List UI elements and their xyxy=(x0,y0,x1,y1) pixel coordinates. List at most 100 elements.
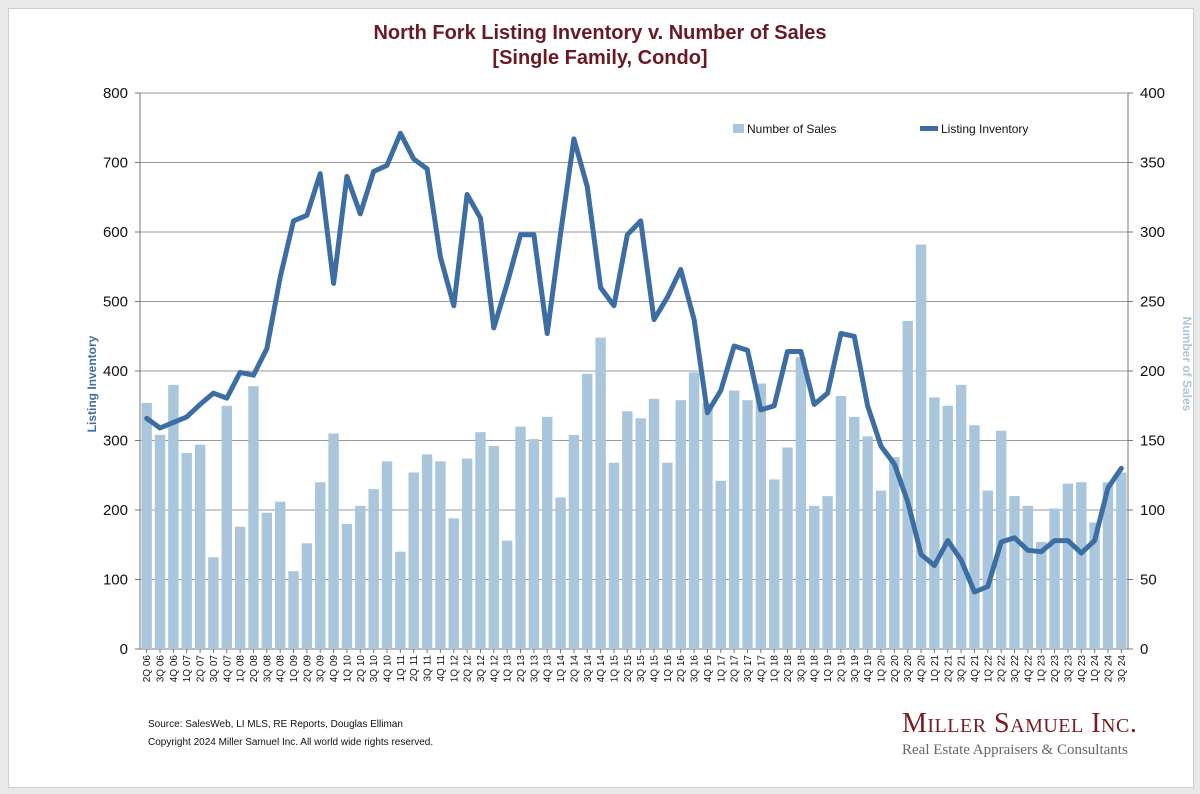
sales-bar xyxy=(501,540,513,649)
y-left-tick-label: 800 xyxy=(103,85,128,102)
x-tick-label: 4Q 09 xyxy=(329,655,340,683)
sales-bar xyxy=(395,551,406,649)
x-tick-label: 2Q 20 xyxy=(890,655,901,683)
y-right-tick-label: 0 xyxy=(1140,641,1148,658)
x-tick-label: 2Q 11 xyxy=(409,655,420,682)
x-tick-label: 1Q 18 xyxy=(770,655,781,683)
sales-bar xyxy=(822,496,833,649)
x-tick-label: 1Q 12 xyxy=(449,655,460,683)
x-tick-label: 4Q 10 xyxy=(383,655,394,683)
y-right-tick-label: 200 xyxy=(1140,363,1165,380)
y-left-tick-label: 200 xyxy=(103,502,128,519)
sales-bar xyxy=(835,396,847,649)
x-tick-label: 2Q 10 xyxy=(356,655,367,683)
sales-bar xyxy=(728,390,740,649)
sales-bar xyxy=(929,397,940,649)
x-tick-label: 2Q 15 xyxy=(623,655,634,683)
x-tick-label: 2Q 12 xyxy=(463,655,474,683)
x-tick-label: 1Q 14 xyxy=(556,655,567,683)
x-tick-label: 2Q 21 xyxy=(943,655,954,683)
sales-bar xyxy=(1089,522,1100,649)
sales-bar xyxy=(461,458,473,649)
x-tick-label: 1Q 19 xyxy=(823,655,834,683)
source-note: Source: SalesWeb, LI MLS, RE Reports, Do… xyxy=(148,719,403,730)
chart-title: North Fork Listing Inventory v. Number o… xyxy=(373,22,827,44)
x-tick-label: 1Q 07 xyxy=(182,655,193,683)
sales-bar xyxy=(955,384,967,649)
x-tick-label: 3Q 20 xyxy=(903,655,914,683)
x-tick-label: 3Q 18 xyxy=(796,655,807,683)
x-tick-label: 1Q 17 xyxy=(716,655,727,683)
sales-bar xyxy=(675,400,686,649)
x-tick-label: 1Q 16 xyxy=(663,655,674,683)
sales-bar xyxy=(248,386,259,649)
sales-bar xyxy=(181,453,192,649)
sales-bar xyxy=(475,432,486,649)
sales-bar xyxy=(315,482,326,649)
x-tick-label: 3Q 21 xyxy=(957,655,968,683)
y-left-tick-label: 500 xyxy=(103,294,128,311)
sales-bar xyxy=(1116,472,1127,649)
x-tick-label: 2Q 22 xyxy=(997,655,1008,683)
x-tick-label: 2Q 16 xyxy=(676,655,687,683)
sales-bar xyxy=(408,472,419,649)
sales-bar xyxy=(221,405,232,649)
x-tick-label: 3Q 24 xyxy=(1117,655,1128,683)
sales-bar xyxy=(301,543,313,649)
x-tick-label: 1Q 13 xyxy=(503,655,514,683)
x-tick-label: 4Q 13 xyxy=(543,655,554,683)
x-tick-label: 4Q 18 xyxy=(810,655,821,683)
sales-bar xyxy=(1009,496,1020,649)
sales-bar xyxy=(595,337,606,649)
legend-label-inventory: Listing Inventory xyxy=(941,122,1028,136)
sales-bar xyxy=(141,402,152,649)
sales-bar xyxy=(862,436,873,649)
sales-bar xyxy=(168,384,179,649)
x-tick-label: 4Q 15 xyxy=(650,655,661,683)
sales-bar xyxy=(942,405,953,649)
sales-bar xyxy=(288,571,299,649)
sales-bar xyxy=(742,400,753,649)
sales-bar xyxy=(421,454,433,649)
sales-bar xyxy=(969,425,980,649)
x-tick-label: 1Q 11 xyxy=(396,655,407,682)
sales-bar xyxy=(381,461,393,649)
sales-bar xyxy=(435,461,446,649)
x-tick-label: 1Q 10 xyxy=(342,655,353,683)
sales-bar xyxy=(902,320,913,649)
sales-bar xyxy=(688,372,700,649)
x-tick-label: 3Q 06 xyxy=(156,655,167,683)
x-tick-label: 3Q 16 xyxy=(690,655,701,683)
y-axis-right-label: Number of Sales xyxy=(1180,316,1194,412)
legend-swatch-sales xyxy=(733,124,744,133)
y-left-tick-label: 300 xyxy=(103,433,128,450)
sales-bar xyxy=(274,501,286,649)
x-tick-label: 2Q 09 xyxy=(302,655,313,683)
x-tick-label: 2Q 19 xyxy=(836,655,847,683)
sales-bar xyxy=(355,505,366,649)
x-tick-label: 1Q 20 xyxy=(877,655,888,683)
x-tick-label: 2Q 18 xyxy=(783,655,794,683)
logo-name: Miller Samuel Inc. xyxy=(902,708,1138,739)
sales-bar xyxy=(194,444,206,649)
sales-bar xyxy=(849,416,860,649)
y-left-tick-label: 400 xyxy=(103,363,128,380)
sales-bar xyxy=(622,411,633,649)
sales-bar xyxy=(702,402,713,649)
x-tick-label: 1Q 21 xyxy=(930,655,941,683)
x-tick-label: 4Q 08 xyxy=(276,655,287,683)
x-tick-label: 3Q 13 xyxy=(529,655,540,683)
x-tick-label: 4Q 12 xyxy=(489,655,500,683)
x-tick-label: 1Q 23 xyxy=(1037,655,1048,683)
sales-bar xyxy=(875,490,887,649)
y-right-tick-label: 150 xyxy=(1140,433,1165,450)
x-tick-label: 4Q 23 xyxy=(1077,655,1088,683)
sales-bar xyxy=(768,479,780,649)
y-right-tick-label: 300 xyxy=(1140,224,1165,241)
sales-bar xyxy=(368,489,379,649)
sales-bar xyxy=(582,373,593,649)
x-tick-label: 1Q 15 xyxy=(609,655,620,683)
sales-bar xyxy=(208,557,219,649)
sales-bar xyxy=(782,447,793,649)
